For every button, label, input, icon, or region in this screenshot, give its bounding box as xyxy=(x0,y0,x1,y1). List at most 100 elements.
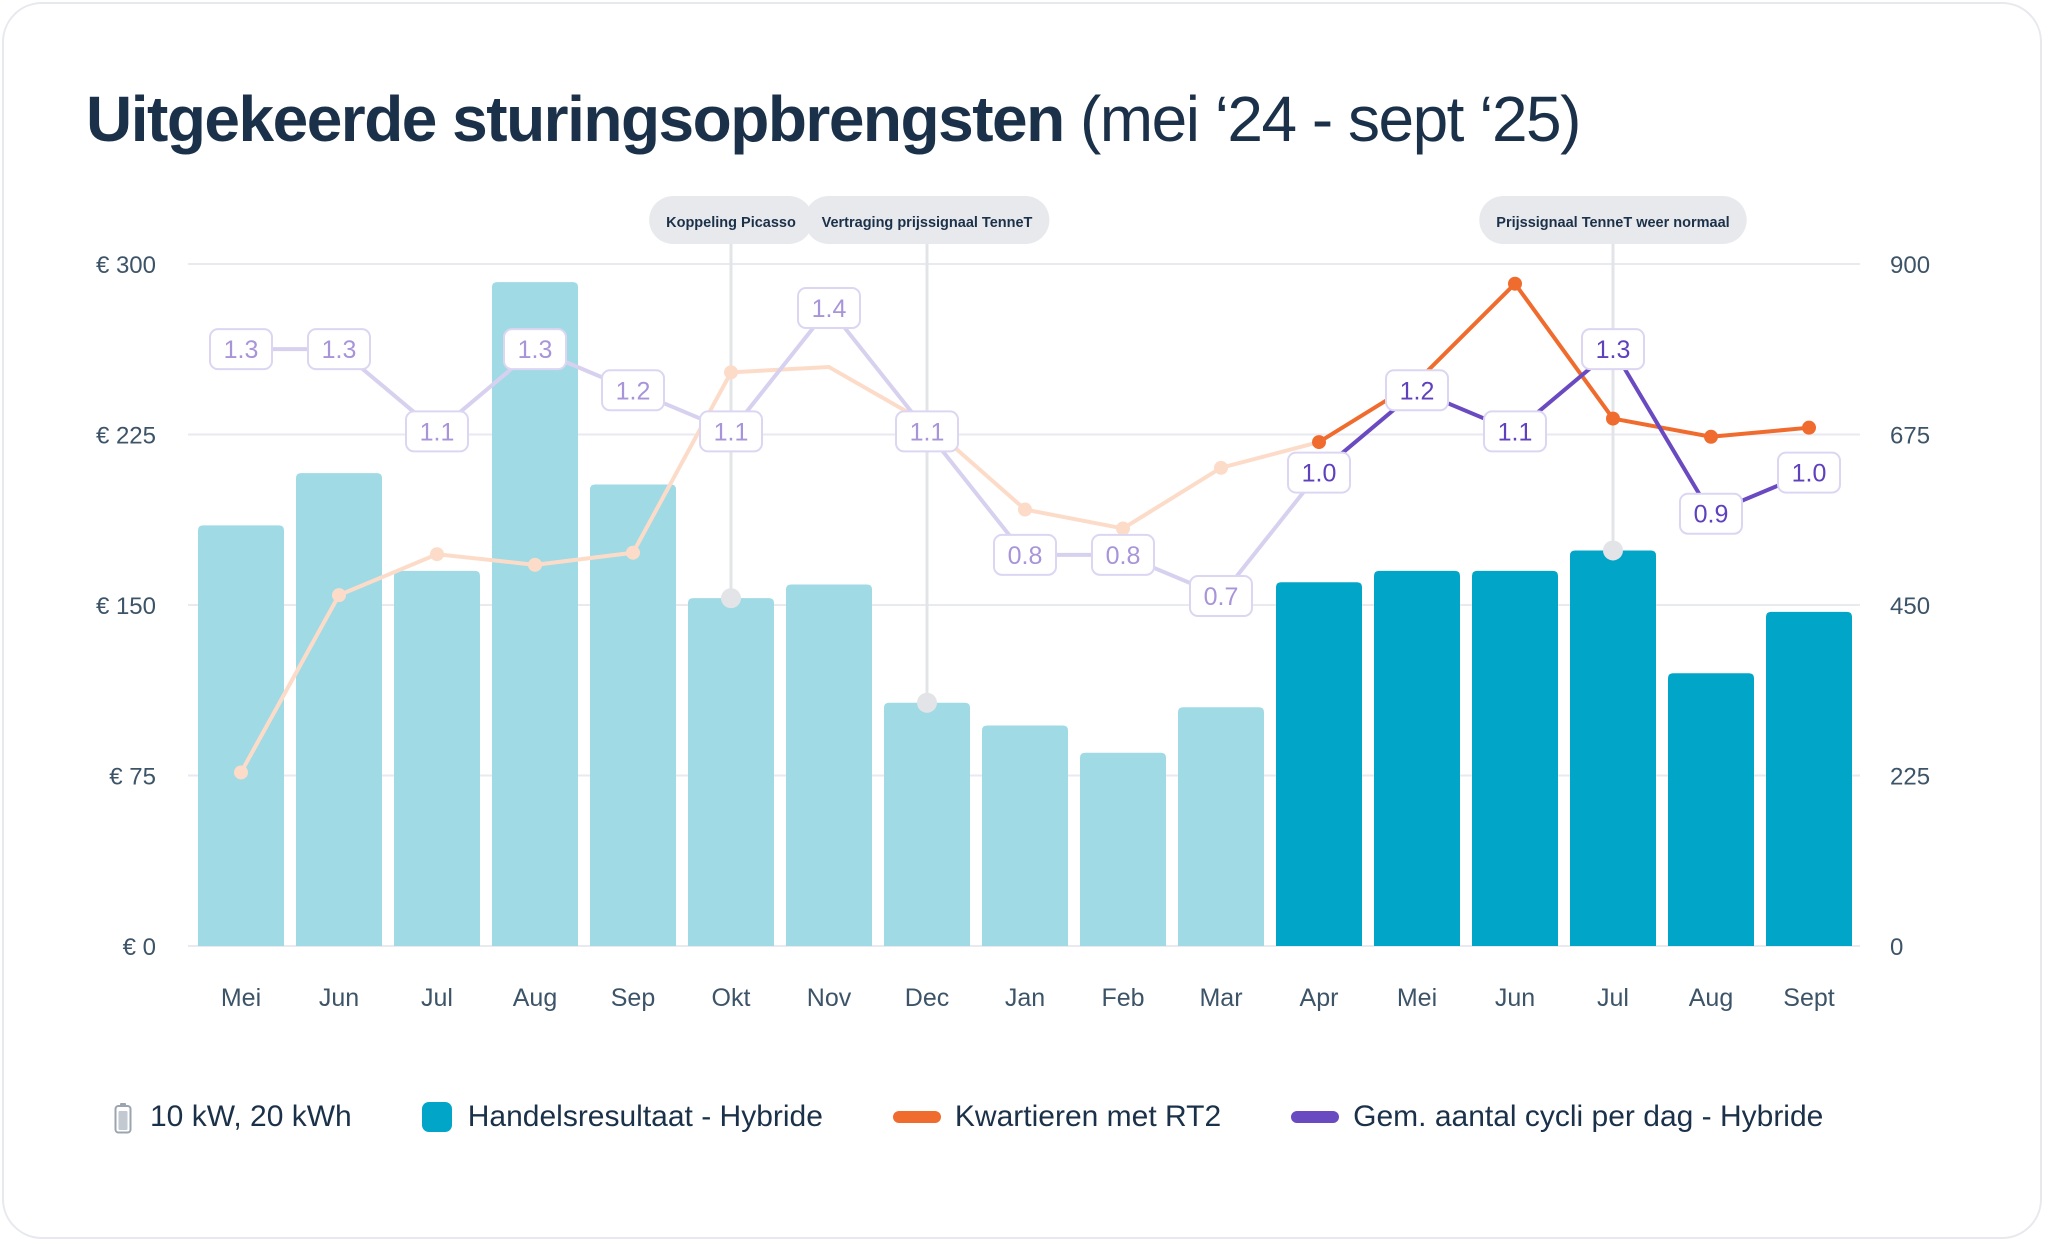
x-tick-label: Sep xyxy=(611,984,655,1012)
cycles-data-label: 1.0 xyxy=(1777,451,1841,494)
x-tick-label: Mar xyxy=(1199,984,1242,1012)
rt2-point xyxy=(1802,420,1816,435)
cycles-data-label: 0.8 xyxy=(1091,533,1155,576)
cycles-data-label: 1.2 xyxy=(1385,369,1449,412)
annotation-pill xyxy=(649,196,813,244)
bar xyxy=(1570,550,1656,946)
cycles-data-label: 1.2 xyxy=(601,369,665,412)
cycles-data-label: 1.1 xyxy=(699,410,763,453)
y-axis-right: 0 225 450 675 900 xyxy=(1890,252,1930,961)
legend-label-cycli: Gem. aantal cycli per dag - Hybride xyxy=(1353,1100,1824,1133)
cycles-label-text: 1.1 xyxy=(714,418,749,446)
cycles-line-segment xyxy=(1611,347,1713,516)
y-right-tick-label: 900 xyxy=(1890,252,1930,279)
annotation: Vertraging prijssignaal TenneT xyxy=(804,196,1050,244)
x-tick-label: Mei xyxy=(1397,984,1437,1012)
cycles-label-text: 1.2 xyxy=(1400,377,1435,405)
cycles-label-box xyxy=(307,328,371,371)
rt2-point xyxy=(1606,411,1620,426)
rt2-point xyxy=(332,588,346,603)
cycles-label-text: 1.0 xyxy=(1792,460,1827,488)
y-right-tick-label: 450 xyxy=(1890,593,1930,620)
cycles-label-text: 0.8 xyxy=(1106,542,1141,570)
legend-item-battery: 10 kW, 20 kWh xyxy=(114,1100,352,1134)
cycles-label-text: 0.7 xyxy=(1204,583,1239,611)
y-right-tick-label: 0 xyxy=(1890,934,1903,961)
bar xyxy=(1178,707,1264,946)
y-left-tick-label: € 0 xyxy=(123,934,156,961)
annotation-pill xyxy=(1479,196,1747,244)
rt2-line-segment xyxy=(1415,281,1517,384)
cycles-label-box xyxy=(797,287,861,329)
x-tick-label: Mei xyxy=(221,984,261,1012)
x-tick-label: Jul xyxy=(1597,984,1629,1012)
x-axis: Mei Jun Jul Aug Sep Okt Nov Dec Jan Feb Mar Apr Mei J… xyxy=(221,984,1835,1012)
x-tick-label: Apr xyxy=(1300,984,1339,1012)
bar xyxy=(1668,673,1754,946)
bar xyxy=(296,473,382,946)
rt2-line-segment xyxy=(1121,465,1223,531)
cycles-label-text: 1.3 xyxy=(322,336,357,364)
bars xyxy=(198,282,1852,947)
cycles-data-label: 1.3 xyxy=(1581,328,1645,371)
legend-label-handelsresultaat: Handelsresultaat - Hybride xyxy=(467,1100,823,1133)
cycles-label-box xyxy=(1091,533,1155,576)
cycles-label-text: 1.4 xyxy=(812,295,847,323)
cycles-data-label: 1.1 xyxy=(895,410,959,453)
rt2-point xyxy=(724,365,738,380)
y-right-tick-label: 225 xyxy=(1890,764,1930,791)
x-tick-label: Feb xyxy=(1101,984,1144,1012)
annotation-dot xyxy=(917,692,937,713)
y-left-tick-label: € 300 xyxy=(96,252,156,279)
orange-line-swatch-icon xyxy=(892,1111,941,1123)
x-tick-label: Jun xyxy=(319,984,359,1012)
cycles-label-box xyxy=(1189,575,1253,617)
rt2-point xyxy=(234,765,248,780)
bar xyxy=(492,282,578,947)
cycles-label-text: 1.3 xyxy=(224,336,259,364)
cycles-label-box xyxy=(1385,369,1449,412)
cycles-label-box xyxy=(895,410,959,453)
battery-icon xyxy=(114,1102,132,1134)
rt2-line-segment xyxy=(337,552,439,598)
cycles-data-label: 0.9 xyxy=(1679,492,1743,535)
x-tick-label: Nov xyxy=(807,984,852,1012)
annotation: Prijssignaal TenneT weer normaal xyxy=(1479,196,1747,244)
annotation-label: Koppeling Picasso xyxy=(666,215,796,231)
x-tick-label: Aug xyxy=(513,984,557,1012)
bar xyxy=(1276,582,1362,946)
rt2-point xyxy=(430,547,444,562)
annotation-label: Prijssignaal TenneT weer normaal xyxy=(1496,215,1729,231)
rt2-point xyxy=(1018,502,1032,517)
y-left-tick-label: € 75 xyxy=(109,764,156,791)
legend-item-kwartieren: Kwartieren met RT2 xyxy=(892,1100,1221,1134)
cycles-data-label: 0.7 xyxy=(1189,575,1253,617)
cycles-label-text: 1.3 xyxy=(518,336,553,364)
cycles-label-box xyxy=(993,533,1057,576)
annotation-dot xyxy=(1603,540,1623,561)
annotation-dots xyxy=(721,540,1623,713)
cycles-label-box xyxy=(209,328,273,371)
y-left-tick-label: € 150 xyxy=(96,593,156,620)
chart-title-main: Uitgekeerde sturingsopbrengsten xyxy=(86,83,1065,155)
cycles-label-box xyxy=(503,328,567,371)
annotation-pills: Koppeling Picasso Vertraging prijssignaal… xyxy=(649,196,1747,244)
x-tick-label: Jun xyxy=(1495,984,1535,1012)
cycles-label-text: 1.1 xyxy=(420,418,455,446)
rt2-line-segment xyxy=(631,370,733,555)
cycles-label-text: 0.9 xyxy=(1694,501,1729,529)
rt2-line-segment xyxy=(533,550,635,567)
y-axis-left: € 0 € 75 € 150 € 225 € 300 xyxy=(96,252,156,961)
cycles-label-text: 1.1 xyxy=(910,418,945,446)
y-right-tick-label: 675 xyxy=(1890,423,1930,450)
annotation: Koppeling Picasso xyxy=(649,196,813,244)
bar xyxy=(1080,752,1166,946)
cycles-data-labels: 1.3 1.3 1.1 1.3 1.2 1.1 1.4 1.1 0.8 0.8 0.7 1.0 1.2 1… xyxy=(209,287,1841,617)
cycles-data-label: 1.0 xyxy=(1287,451,1351,494)
bar xyxy=(590,484,676,946)
chart-title: Uitgekeerde sturingsopbrengsten (mei ‘24… xyxy=(86,82,1581,156)
cycles-label-box xyxy=(1777,451,1841,494)
cycles-label-text: 1.2 xyxy=(616,377,651,405)
x-tick-label: Sept xyxy=(1783,984,1834,1012)
cycles-data-label: 1.1 xyxy=(405,410,469,453)
